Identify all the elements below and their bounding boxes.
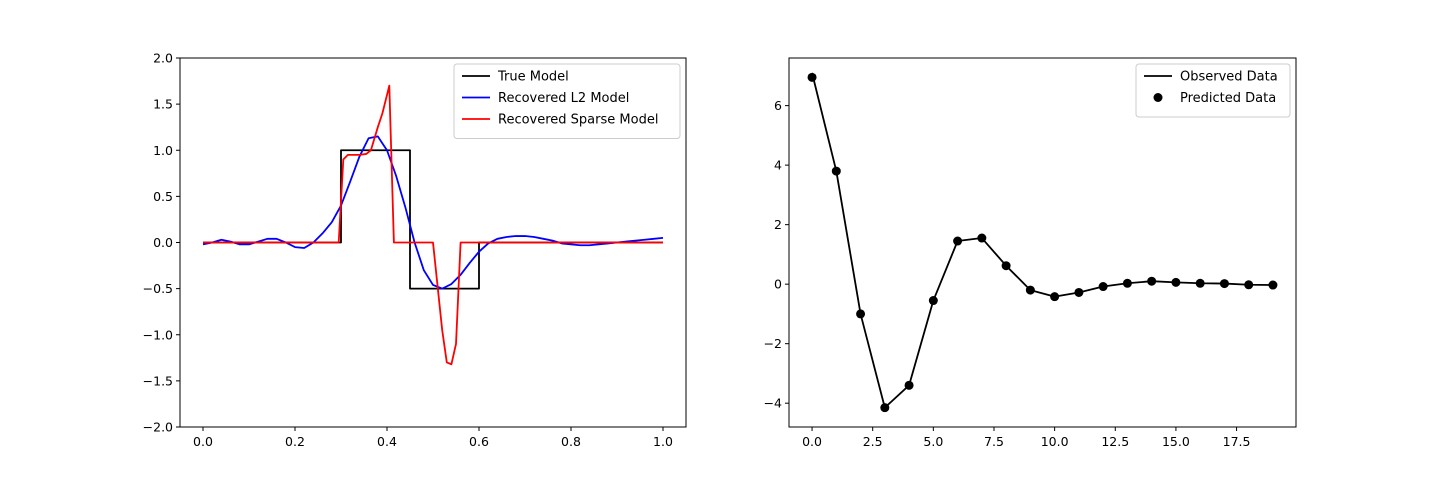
x-tick-label: 0.0 — [193, 434, 213, 449]
true-model-line — [203, 149, 663, 290]
predicted-data-point — [928, 296, 938, 306]
plot-area — [807, 72, 1278, 413]
predicted-data-point — [1050, 292, 1060, 302]
x-tick-label: 17.5 — [1223, 434, 1251, 449]
left-plot-panel: 0.0 0.2 0.4 0.6 0.8 1.0 −2.0 −1.5 −1.0 −0.5 0.0 0.5… — [143, 51, 687, 449]
x-tick-label: 0.4 — [377, 434, 397, 449]
y-tick-label: 0 — [774, 277, 782, 292]
y-tick-label: 2 — [774, 217, 782, 232]
x-tick-label: 0.6 — [469, 434, 489, 449]
predicted-data-point — [1074, 287, 1084, 297]
predicted-data-point — [1001, 261, 1011, 271]
y-tick-label: −1.0 — [143, 327, 173, 342]
axes-frame — [788, 57, 1297, 428]
y-tick-label: 0.0 — [153, 235, 173, 250]
y-tick-label: 1.5 — [153, 97, 173, 112]
x-tick-label: 0.2 — [285, 434, 305, 449]
legend-label-true-model: True Model — [497, 70, 569, 85]
right-plot-panel: 0.0 2.5 5.0 7.5 10.0 12.5 15.0 17.5 −4 −2 0 2 4 6 Obse… — [764, 57, 1297, 449]
x-tick-label: 7.5 — [984, 434, 1004, 449]
x-tick-label: 0.0 — [802, 434, 822, 449]
y-tick-label: −2 — [764, 336, 782, 351]
y-tick-label: −1.5 — [143, 373, 173, 388]
y-tick-label: 4 — [774, 158, 782, 173]
predicted-data-point — [807, 72, 817, 82]
x-tick-label: 2.5 — [863, 434, 883, 449]
legend: True Model Recovered L2 Model Recovered Sp… — [453, 63, 681, 139]
legend-box — [1135, 63, 1291, 118]
legend-marker-predicted-data — [1153, 93, 1163, 102]
predicted-data-point — [953, 236, 963, 246]
recovered-sparse-model-line — [203, 84, 663, 366]
y-tick-label: −4 — [764, 396, 782, 411]
predicted-data-point — [1147, 276, 1157, 286]
y-tick-label: 1.0 — [153, 143, 173, 158]
y-tick-label: 6 — [774, 98, 782, 113]
x-tick-label: 0.8 — [561, 434, 581, 449]
legend-label-predicted-data: Predicted Data — [1180, 91, 1276, 106]
x-tick-label: 12.5 — [1101, 434, 1129, 449]
x-tick-label: 1.0 — [653, 434, 673, 449]
predicted-data-point — [831, 166, 841, 176]
predicted-data-point — [1268, 280, 1278, 290]
predicted-data-point — [1244, 280, 1254, 290]
legend: Observed Data Predicted Data — [1135, 63, 1291, 118]
recovered-l2-model-line — [202, 135, 664, 290]
x-tick-label: 15.0 — [1162, 434, 1190, 449]
x-tick-label: 5.0 — [923, 434, 943, 449]
predicted-data-point — [880, 403, 890, 413]
predicted-data-point — [1219, 279, 1229, 289]
predicted-data-point — [977, 233, 987, 243]
predicted-data-point — [1122, 278, 1132, 288]
predicted-data-point — [1098, 282, 1108, 292]
predicted-data-point — [1025, 285, 1035, 295]
y-tick-label: −2.0 — [143, 420, 173, 435]
y-tick-label: 2.0 — [153, 51, 173, 66]
legend-label-recovered-sparse-model: Recovered Sparse Model — [498, 113, 658, 128]
legend-label-observed-data: Observed Data — [1180, 70, 1278, 85]
predicted-data-point — [856, 309, 866, 319]
predicted-data-point — [904, 380, 914, 390]
plot-area — [202, 84, 664, 366]
y-tick-label: 0.5 — [153, 189, 173, 204]
predicted-data-point — [1171, 277, 1181, 287]
legend-box — [453, 63, 681, 139]
legend-label-recovered-l2-model: Recovered L2 Model — [498, 91, 629, 106]
predicted-data-point — [1195, 278, 1205, 288]
x-tick-label: 10.0 — [1041, 434, 1069, 449]
y-tick-label: −0.5 — [143, 281, 173, 296]
